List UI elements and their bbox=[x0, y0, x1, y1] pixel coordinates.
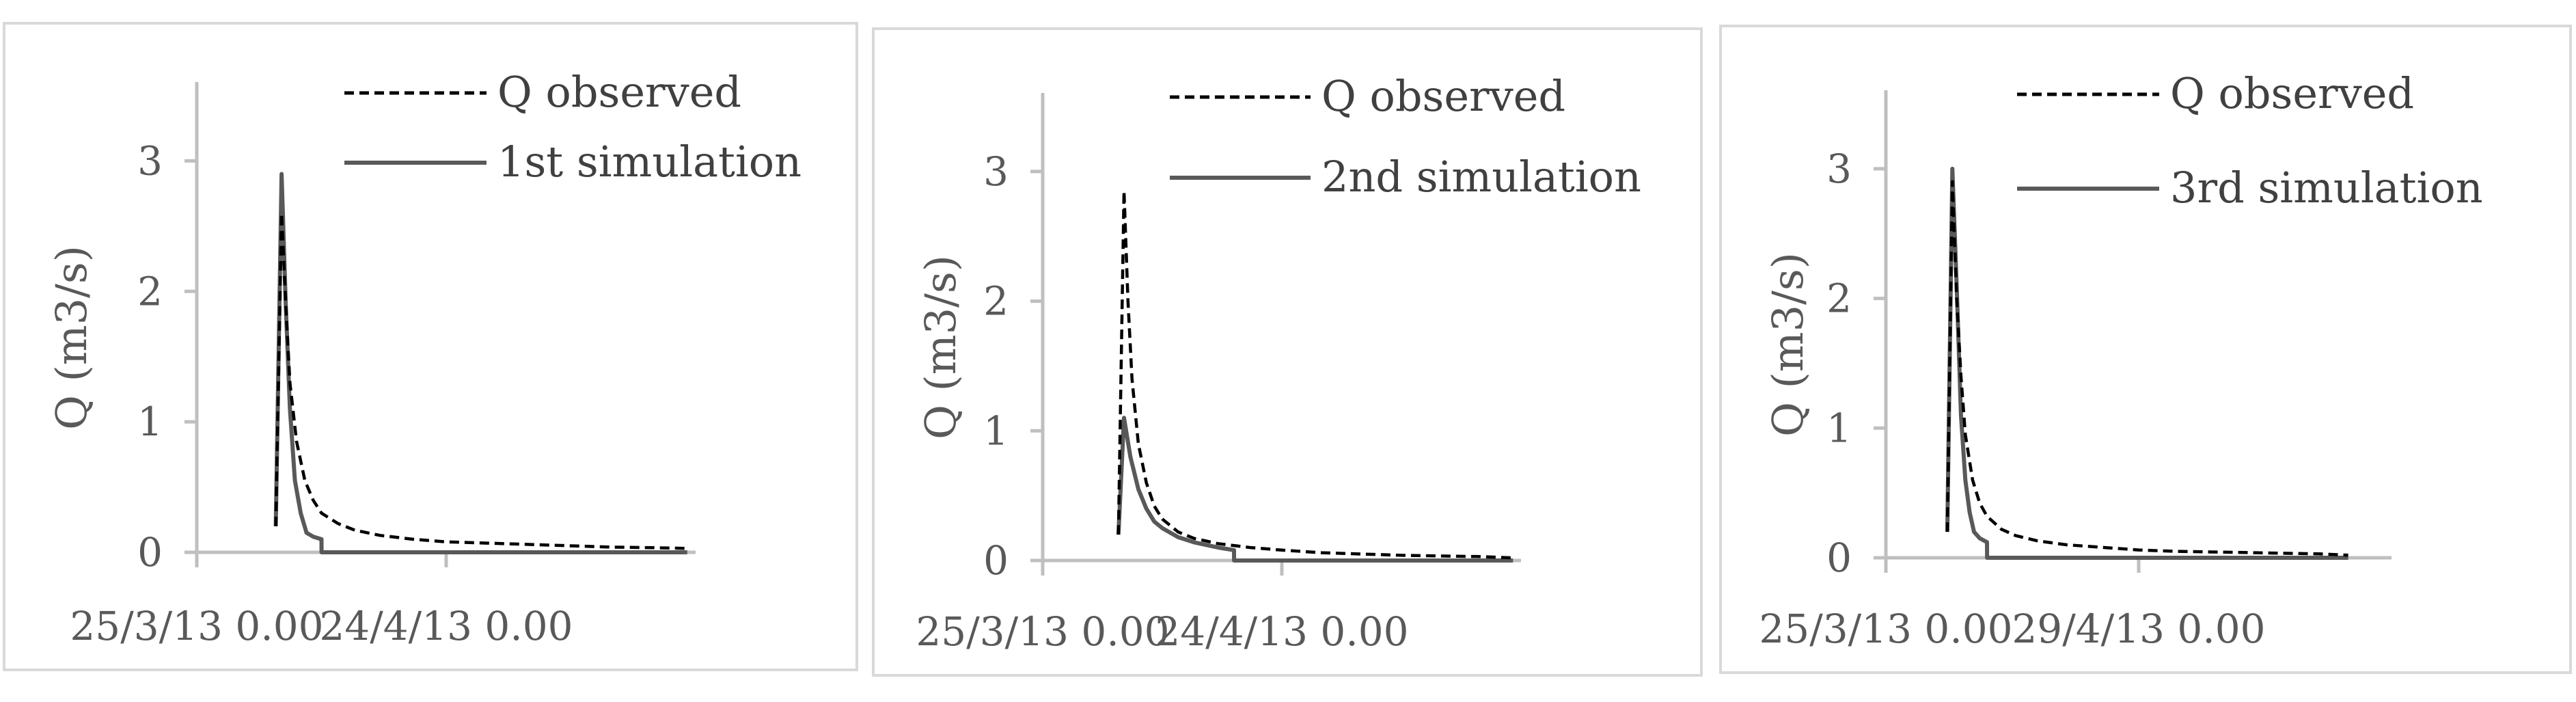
y-tick-label: 0 bbox=[1826, 535, 1852, 581]
observed-series-line bbox=[1945, 180, 2348, 557]
y-tick-label: 2 bbox=[1826, 275, 1852, 322]
chart-panel-3: 0 1 2 3 25/3/13 0.00 29/4/13 0.00 Q (m3/s) Q ob… bbox=[1719, 25, 2572, 674]
observed-series-line bbox=[274, 211, 687, 550]
x-tick-label: 25/3/13 0.00 bbox=[70, 603, 323, 649]
x-tick-label: 25/3/13 0.00 bbox=[1759, 606, 2012, 652]
y-tick-label: 0 bbox=[137, 529, 163, 576]
y-tick-label: 2 bbox=[137, 268, 163, 314]
y-axis-title: Q (m3/s) bbox=[1763, 252, 1813, 437]
chart-panel-1: 0 1 2 3 25/3/13 0.00 24/4/13 0.00 Q (m3/s) Q ob… bbox=[3, 22, 858, 671]
y-axis-title: Q (m3/s) bbox=[46, 245, 96, 430]
y-tick-label: 1 bbox=[1826, 405, 1852, 451]
chart-panel-2: 0 1 2 3 25/3/13 0.00 24/4/13 0.00 Q (m3/s) Q ob… bbox=[872, 27, 1703, 677]
y-tick-label: 1 bbox=[137, 399, 163, 445]
simulation-series-line bbox=[273, 172, 687, 554]
y-tick-label: 1 bbox=[983, 407, 1009, 454]
y-tick-label: 3 bbox=[983, 148, 1009, 195]
simulation-series-line bbox=[1945, 166, 2348, 560]
observed-series-line bbox=[1116, 189, 1513, 560]
x-tick-label: 24/4/13 0.00 bbox=[319, 603, 573, 649]
x-tick-label: 29/4/13 0.00 bbox=[2012, 606, 2265, 652]
y-tick-label: 2 bbox=[983, 278, 1009, 325]
x-tick-label: 24/4/13 0.00 bbox=[1155, 608, 1408, 655]
simulation-series-line bbox=[1116, 416, 1513, 563]
legend-label: 1st simulation bbox=[497, 137, 801, 187]
legend-label: 3rd simulation bbox=[2170, 163, 2483, 213]
legend-label: Q observed bbox=[1321, 71, 1565, 121]
x-tick-label: 25/3/13 0.00 bbox=[916, 608, 1169, 655]
legend-label: Q observed bbox=[497, 67, 741, 117]
legend-label: Q observed bbox=[2170, 68, 2414, 118]
y-tick-label: 3 bbox=[137, 137, 163, 184]
y-axis-title: Q (m3/s) bbox=[916, 255, 965, 440]
y-tick-label: 0 bbox=[983, 537, 1009, 584]
y-tick-label: 3 bbox=[1826, 146, 1852, 192]
legend-label: 2nd simulation bbox=[1321, 152, 1641, 202]
